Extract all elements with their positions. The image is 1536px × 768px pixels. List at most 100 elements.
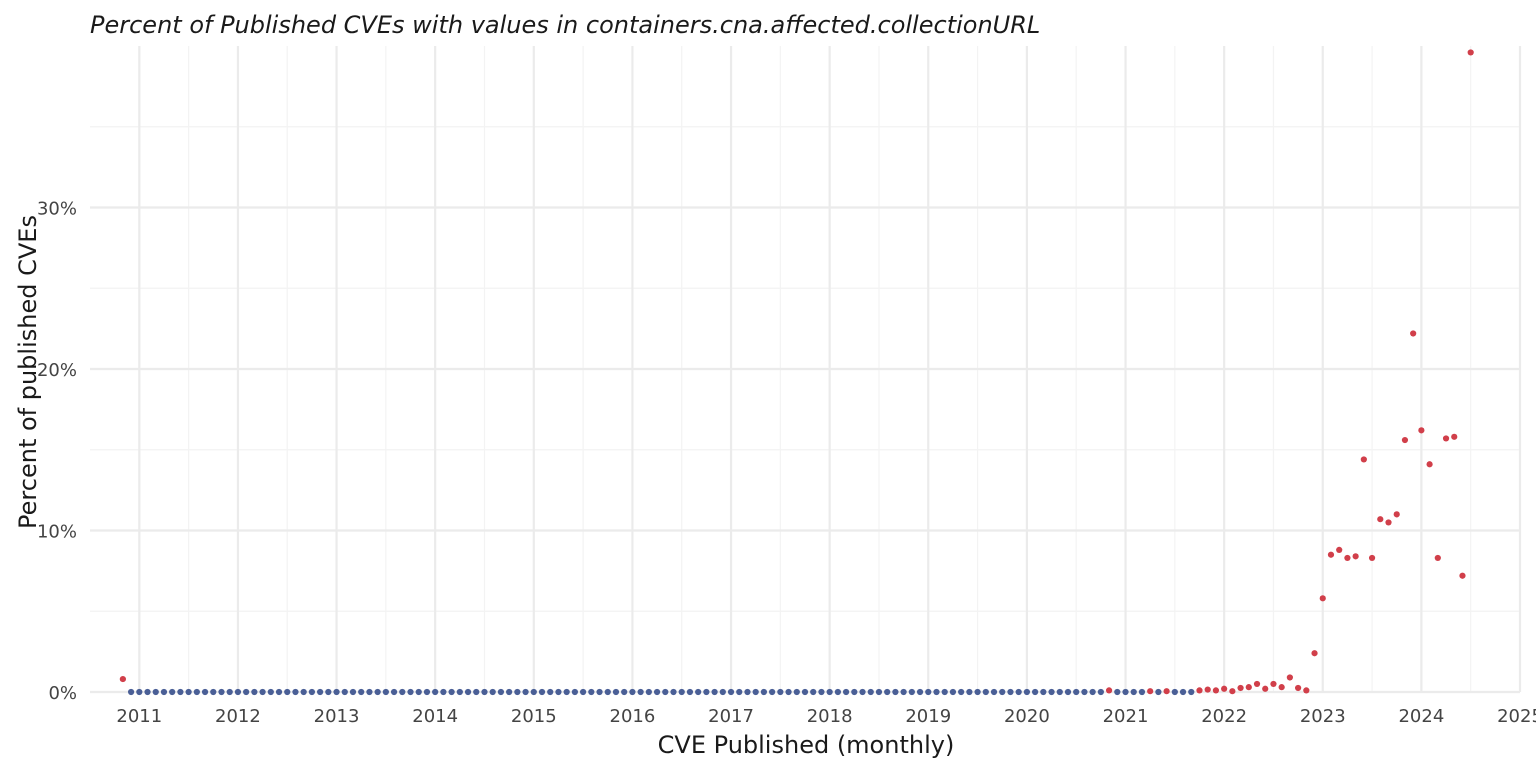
x-tick-label: 2023 — [1300, 706, 1346, 727]
data-point-zero — [884, 688, 891, 696]
data-point-zero — [1007, 688, 1014, 696]
data-point-zero — [169, 688, 176, 696]
data-point — [1278, 684, 1285, 691]
data-point-zero — [481, 688, 488, 696]
data-point-zero — [1155, 688, 1162, 696]
major-gridlines — [90, 46, 1522, 694]
data-point — [1360, 456, 1367, 463]
data-point — [1229, 688, 1236, 695]
data-point-zero — [226, 688, 233, 696]
data-point — [1147, 688, 1154, 695]
data-point-zero — [686, 688, 694, 696]
x-tick-label: 2011 — [116, 706, 162, 727]
data-point-zero — [711, 688, 718, 696]
data-point — [1385, 519, 1392, 526]
x-tick-label: 2017 — [708, 706, 754, 727]
y-tick-label: 20% — [37, 360, 77, 381]
data-point-zero — [982, 688, 989, 696]
data-point-zero — [793, 688, 800, 696]
data-point-zero — [1015, 688, 1022, 696]
data-point-zero — [933, 688, 940, 696]
data-point-zero — [752, 688, 759, 696]
data-point-zero — [555, 688, 562, 696]
data-point-zero — [695, 688, 702, 696]
data-point-zero — [900, 688, 907, 696]
data-point — [1196, 687, 1203, 694]
data-point-zero — [390, 688, 398, 696]
data-point-zero — [489, 688, 496, 696]
data-point — [1286, 674, 1293, 681]
data-point-zero — [851, 688, 858, 696]
data-point-zero — [185, 688, 192, 696]
data-point-zero — [448, 688, 455, 696]
data-point — [1336, 546, 1343, 553]
data-point — [119, 675, 126, 683]
data-point — [1467, 49, 1474, 56]
data-point-zero — [842, 688, 850, 696]
data-point-zero — [366, 688, 373, 696]
x-tick-label: 2020 — [1004, 706, 1050, 727]
data-point-zero — [990, 688, 998, 696]
data-point-zero — [629, 688, 636, 696]
data-point — [1245, 684, 1252, 691]
data-point — [1270, 680, 1277, 688]
data-point-zero — [892, 688, 899, 696]
data-point-zero — [588, 688, 595, 696]
data-point-zero — [612, 688, 620, 696]
data-point-zero — [810, 688, 817, 696]
x-tick-label: 2013 — [314, 706, 360, 727]
data-point-zero — [1023, 688, 1030, 696]
data-point-zero — [1032, 688, 1039, 696]
x-tick-label: 2018 — [807, 706, 853, 727]
data-point-zero — [259, 688, 266, 696]
data-point-zero — [744, 688, 751, 696]
data-point-zero — [1188, 688, 1195, 696]
data-point-zero — [999, 688, 1006, 696]
data-point-zero — [727, 688, 735, 696]
data-point-zero — [292, 688, 299, 696]
y-tick-label: 0% — [48, 683, 77, 704]
x-tick-label: 2022 — [1201, 706, 1247, 727]
data-point-zero — [826, 688, 833, 696]
data-point-zero — [201, 688, 209, 696]
data-point-zero — [949, 688, 957, 696]
data-point — [1410, 330, 1417, 337]
data-point-zero — [136, 688, 143, 696]
data-point-zero — [736, 688, 743, 696]
data-point-zero — [308, 688, 315, 696]
data-point — [1327, 551, 1335, 558]
data-point-zero — [637, 688, 644, 696]
x-tick-label: 2024 — [1398, 706, 1444, 727]
data-points — [119, 49, 1474, 696]
data-point — [1319, 595, 1326, 602]
data-point-zero — [801, 688, 809, 696]
data-point — [1163, 688, 1170, 695]
data-point-zero — [974, 688, 981, 696]
data-point — [1451, 433, 1458, 440]
data-point-zero — [423, 688, 431, 696]
data-point-zero — [621, 688, 628, 696]
data-point — [1303, 687, 1310, 694]
data-point-zero — [358, 688, 365, 696]
data-point-zero — [399, 688, 406, 696]
data-point-zero — [966, 688, 973, 696]
data-point-zero — [785, 688, 792, 696]
data-point-zero — [497, 688, 505, 696]
data-point — [1459, 572, 1466, 579]
data-point-zero — [678, 688, 685, 696]
data-point-zero — [1097, 688, 1104, 696]
data-point-zero — [506, 688, 513, 696]
data-point-zero — [193, 688, 200, 696]
data-point-zero — [514, 688, 521, 696]
data-point-zero — [719, 688, 726, 696]
data-point-zero — [916, 688, 924, 696]
data-point-zero — [925, 688, 932, 696]
y-axis-ticks: 0% 10% 20% 30% — [37, 199, 77, 705]
data-point — [1204, 686, 1211, 693]
data-point — [1105, 687, 1113, 694]
data-point-zero — [374, 688, 381, 696]
data-point — [1262, 685, 1269, 692]
data-point-zero — [1048, 688, 1055, 696]
data-point-zero — [300, 688, 307, 696]
